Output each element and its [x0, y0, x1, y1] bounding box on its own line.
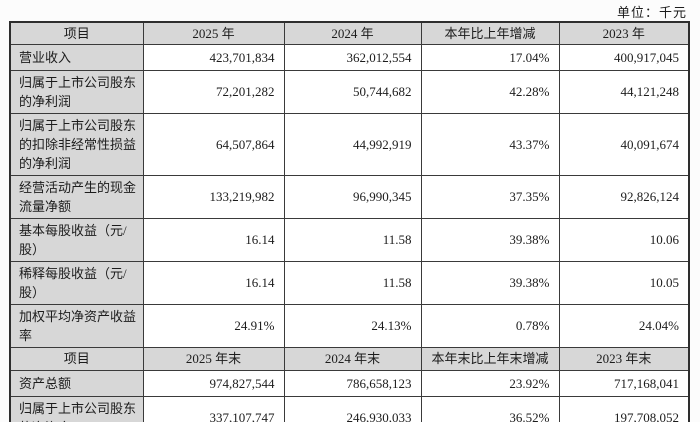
col-header-item-end: 项目	[9, 346, 144, 371]
table-row-revenue: 营业收入 423,701,834 362,012,554 17.04% 400,…	[9, 43, 690, 71]
table-row-diluted-eps: 稀释每股收益（元/股） 16.14 11.58 39.38% 10.05	[9, 260, 690, 305]
value-2024: 786,658,123	[283, 369, 422, 397]
row-label: 营业收入	[9, 43, 144, 71]
value-change: 17.04%	[420, 43, 560, 71]
value-2024: 246,930,033	[283, 395, 422, 422]
value-2025: 16.14	[142, 217, 285, 262]
value-2025: 423,701,834	[142, 43, 285, 71]
col-header-yoy-change: 本年比上年增减	[420, 21, 560, 45]
value-2025: 133,219,982	[142, 174, 285, 219]
value-2025: 64,507,864	[142, 112, 285, 176]
table-row-weighted-avg-roe: 加权平均净资产收益率 24.91% 24.13% 0.78% 24.04%	[9, 303, 690, 348]
table-row-operating-cash-flow: 经营活动产生的现金流量净额 133,219,982 96,990,345 37.…	[9, 174, 690, 219]
value-2024: 11.58	[283, 260, 422, 305]
row-label: 稀释每股收益（元/股）	[9, 260, 144, 305]
value-2025: 24.91%	[142, 303, 285, 348]
col-header-2024: 2024 年	[283, 21, 422, 45]
col-header-2023: 2023 年	[558, 21, 690, 45]
value-2023: 197,708,052	[558, 395, 690, 422]
value-2024: 11.58	[283, 217, 422, 262]
value-change: 36.52%	[420, 395, 560, 422]
col-header-item: 项目	[9, 21, 144, 45]
table-row-net-assets: 归属于上市公司股东的净资产 337,107,747 246,930,033 36…	[9, 395, 690, 422]
value-2024: 50,744,682	[283, 69, 422, 114]
value-2024: 24.13%	[283, 303, 422, 348]
value-2023: 10.05	[558, 260, 690, 305]
value-2023: 400,917,045	[558, 43, 690, 71]
value-2023: 717,168,041	[558, 369, 690, 397]
value-change: 37.35%	[420, 174, 560, 219]
value-2024: 96,990,345	[283, 174, 422, 219]
value-2025: 72,201,282	[142, 69, 285, 114]
value-change: 0.78%	[420, 303, 560, 348]
header-row-year-end: 项目 2025 年末 2024 年末 本年末比上年末增减 2023 年末	[9, 346, 690, 371]
value-2023: 44,121,248	[558, 69, 690, 114]
value-2024: 362,012,554	[283, 43, 422, 71]
value-2023: 10.06	[558, 217, 690, 262]
value-2025: 974,827,544	[142, 369, 285, 397]
financial-summary-table: 项目 2025 年 2024 年 本年比上年增减 2023 年 营业收入 423…	[9, 21, 690, 422]
value-2023: 24.04%	[558, 303, 690, 348]
col-header-2025-end: 2025 年末	[142, 346, 285, 371]
row-label: 经营活动产生的现金流量净额	[9, 174, 144, 219]
value-2025: 16.14	[142, 260, 285, 305]
row-label: 基本每股收益（元/股）	[9, 217, 144, 262]
value-change: 39.38%	[420, 260, 560, 305]
col-header-2023-end: 2023 年末	[558, 346, 690, 371]
value-2025: 337,107,747	[142, 395, 285, 422]
col-header-2024-end: 2024 年末	[283, 346, 422, 371]
value-change: 42.28%	[420, 69, 560, 114]
table-row-total-assets: 资产总额 974,827,544 786,658,123 23.92% 717,…	[9, 369, 690, 397]
table-row-basic-eps: 基本每股收益（元/股） 16.14 11.58 39.38% 10.06	[9, 217, 690, 262]
row-label: 归属于上市公司股东的净利润	[9, 69, 144, 114]
col-header-2025: 2025 年	[142, 21, 285, 45]
value-2023: 40,091,674	[558, 112, 690, 176]
header-row-year: 项目 2025 年 2024 年 本年比上年增减 2023 年	[9, 21, 690, 45]
value-change: 43.37%	[420, 112, 560, 176]
row-label: 归属于上市公司股东的净资产	[9, 395, 144, 422]
value-change: 23.92%	[420, 369, 560, 397]
row-label: 资产总额	[9, 369, 144, 397]
table-row-net-profit: 归属于上市公司股东的净利润 72,201,282 50,744,682 42.2…	[9, 69, 690, 114]
value-2023: 92,826,124	[558, 174, 690, 219]
table-row-net-profit-excl-nonrecurring: 归属于上市公司股东的扣除非经常性损益的净利润 64,507,864 44,992…	[9, 112, 690, 176]
row-label: 加权平均净资产收益率	[9, 303, 144, 348]
value-change: 39.38%	[420, 217, 560, 262]
row-label: 归属于上市公司股东的扣除非经常性损益的净利润	[9, 112, 144, 176]
value-2024: 44,992,919	[283, 112, 422, 176]
unit-label: 单位：千元	[616, 5, 687, 20]
col-header-yoy-end-change: 本年末比上年末增减	[420, 346, 560, 371]
